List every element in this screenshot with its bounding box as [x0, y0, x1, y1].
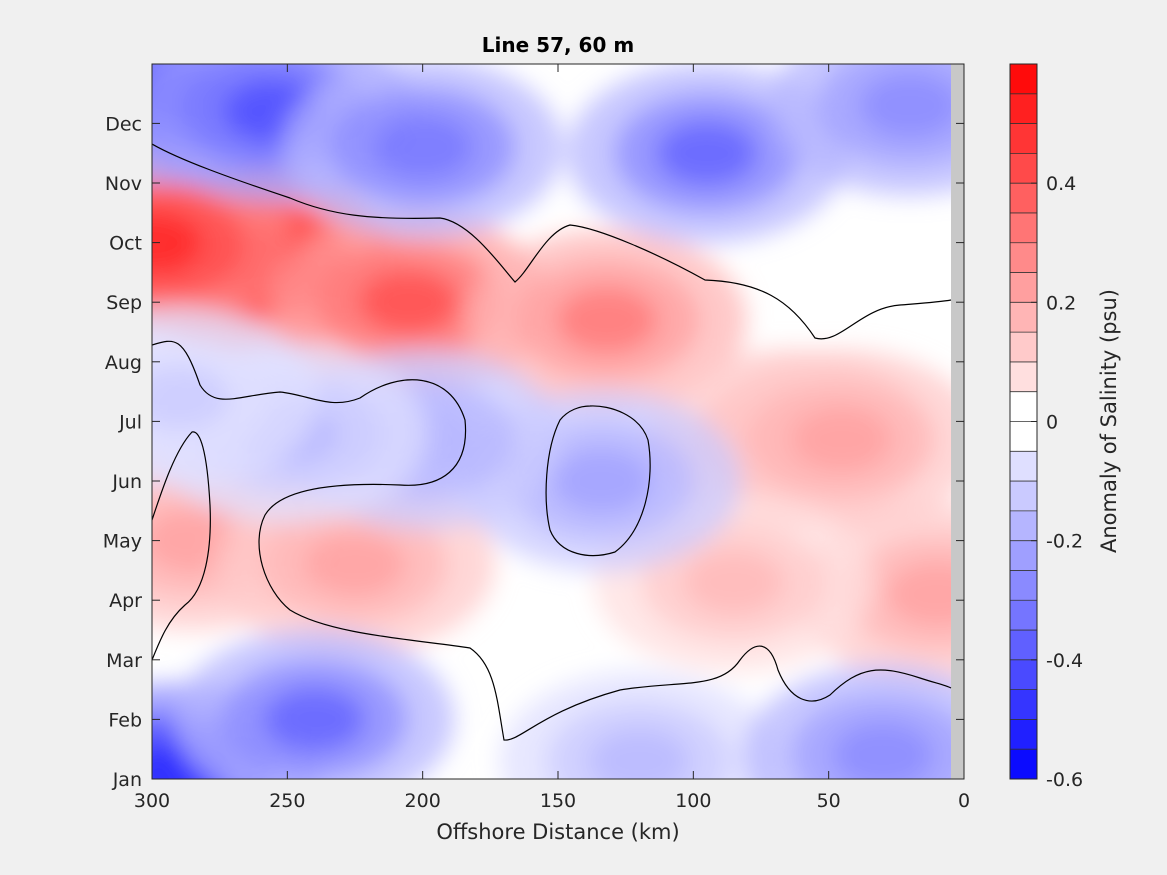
colorbar-band-13	[1010, 361, 1037, 393]
y-tick-label-0: Jan	[112, 769, 142, 791]
colorbar-band-8	[1010, 510, 1037, 541]
anomaly-feature-8-ring-2	[886, 561, 964, 627]
colorbar-band-4	[1010, 630, 1037, 661]
colorbar-band-10	[1010, 451, 1037, 482]
colorbar-tick-label-1: -0.4	[1046, 650, 1083, 672]
colorbar: -0.6 -0.4 -0.2 0 0.2 0.4 Anomaly of Salinity …	[1009, 63, 1121, 791]
anomaly-feature-13-ring-2	[152, 365, 230, 430]
colorbar-band-17	[1010, 242, 1037, 273]
colorbar-bands	[1010, 64, 1037, 780]
anomaly-feature-17-ring-2	[656, 120, 758, 186]
colorbar-band-12	[1010, 391, 1037, 422]
colorbar-tick-label-5: 0.4	[1046, 173, 1076, 195]
colorbar-label: Anomaly of Salinity (psu)	[1097, 289, 1121, 553]
y-tick-label-3: Apr	[109, 590, 142, 612]
colorbar-ticks: -0.6 -0.4 -0.2 0 0.2 0.4	[1031, 173, 1083, 791]
colorbar-tick-label-2: -0.2	[1046, 531, 1083, 553]
anomaly-feature-22-ring-2	[832, 722, 934, 779]
anomaly-feature-18-ring-2	[859, 73, 961, 138]
anomaly-feature-1-ring-2	[152, 210, 203, 275]
colorbar-tick-label-3: 0	[1046, 412, 1058, 434]
anomaly-feature-3-ring-2	[556, 287, 658, 353]
anomaly-feature-2-ring-2	[358, 269, 460, 335]
colorbar-band-5	[1010, 600, 1037, 631]
y-tick-label-8: Sep	[106, 292, 142, 314]
colorbar-band-11	[1010, 421, 1037, 452]
colorbar-band-23	[1010, 64, 1037, 95]
y-tick-label-11: Dec	[105, 113, 142, 135]
colorbar-band-14	[1010, 332, 1037, 363]
zero-contour-lower	[152, 340, 952, 741]
zero-contour-upper	[152, 143, 952, 340]
y-tick-label-2: Mar	[106, 650, 142, 672]
colorbar-band-16	[1010, 272, 1037, 303]
colorbar-band-6	[1010, 570, 1037, 601]
y-tick-label-10: Nov	[105, 173, 142, 195]
colorbar-band-1	[1010, 719, 1037, 750]
x-tick-label-0: 300	[134, 790, 170, 812]
anomaly-feature-21-ring-2	[588, 728, 690, 779]
anomaly-feature-20-ring-2	[264, 687, 365, 752]
y-tick-label-7: Aug	[105, 352, 142, 374]
y-tick-label-5: Jun	[111, 471, 142, 493]
colorbar-band-20	[1010, 153, 1037, 184]
anomaly-feature-10-ring-2	[550, 448, 652, 514]
anomaly-field	[152, 64, 964, 779]
colorbar-band-18	[1010, 212, 1037, 244]
colorbar-band-0	[1010, 749, 1037, 780]
colorbar-band-9	[1010, 481, 1037, 512]
x-tick-label-4: 100	[675, 790, 711, 812]
colorbar-tick-label-4: 0.2	[1046, 292, 1076, 314]
x-axis: 300 250 200 150 100 50 0	[134, 64, 970, 812]
anomaly-feature-16-ring-2	[372, 114, 474, 180]
colorbar-band-19	[1010, 183, 1037, 214]
y-axis: Jan Feb Mar Apr May Jun Jul Aug Sep Oct Nov Dec	[103, 113, 964, 791]
anomaly-feature-5-ring-2	[304, 532, 406, 597]
y-tick-label-4: May	[103, 531, 142, 553]
x-axis-label: Offshore Distance (km)	[436, 820, 679, 844]
colorbar-band-2	[1010, 689, 1037, 720]
x-tick-label-6: 0	[958, 790, 970, 812]
zero-contour-inner-west	[152, 431, 211, 661]
x-tick-label-5: 50	[817, 790, 841, 812]
anomaly-feature-7-ring-2	[791, 406, 893, 472]
x-tick-label-2: 200	[405, 790, 441, 812]
chart-title: Line 57, 60 m	[482, 33, 634, 57]
anomaly-feature-9-ring-2	[683, 549, 785, 615]
colorbar-band-15	[1010, 302, 1037, 333]
y-tick-label-6: Jul	[118, 411, 142, 433]
x-tick-label-3: 150	[540, 790, 576, 812]
x-tick-label-1: 250	[269, 790, 305, 812]
y-tick-label-1: Feb	[108, 709, 142, 731]
colorbar-band-7	[1010, 540, 1037, 571]
zero-contour	[152, 143, 952, 741]
colorbar-band-21	[1010, 123, 1037, 154]
colorbar-band-22	[1010, 93, 1037, 124]
colorbar-band-3	[1010, 659, 1037, 690]
colorbar-tick-label-0: -0.6	[1046, 769, 1083, 791]
zero-contour-loop	[545, 405, 651, 557]
plot-area	[151, 63, 965, 780]
y-tick-label-9: Oct	[109, 233, 142, 255]
